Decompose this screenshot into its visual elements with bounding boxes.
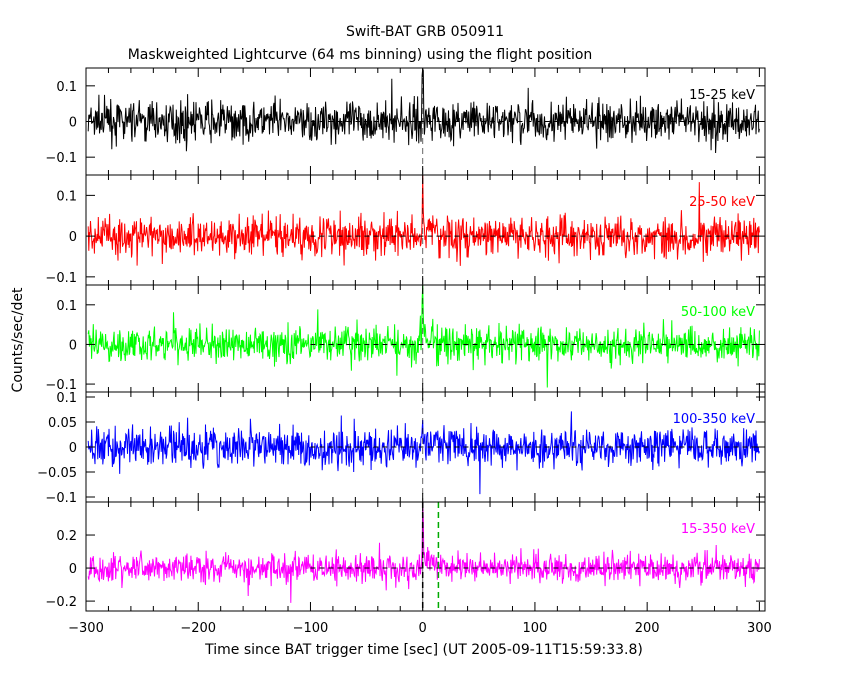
panel-frame-5 <box>85 501 766 612</box>
series-trace-1 <box>87 68 760 154</box>
y-tick-label: −0.1 <box>45 491 77 506</box>
y-tick-label: −0.1 <box>45 151 77 166</box>
x-tick-label: 100 <box>523 621 548 636</box>
y-tick-label: 0.1 <box>56 189 77 204</box>
panel-2: 0.1 0 −0.1 25-50 keV <box>45 174 766 286</box>
chart-title: Swift-BAT GRB 050911 <box>346 24 504 40</box>
y-tick-label: 0 <box>69 230 77 245</box>
band-label-3: 50-100 keV <box>681 305 755 320</box>
x-tick-label: −200 <box>180 621 216 636</box>
y-tick-label: 0.05 <box>48 416 77 431</box>
y-tick-label: −0.2 <box>45 595 77 610</box>
panel-1: 0.1 0 −0.1 15-25 keV <box>45 67 766 176</box>
band-label-1: 15-25 keV <box>689 88 755 103</box>
series-trace-4 <box>87 411 760 495</box>
x-tick-label: 300 <box>747 621 772 636</box>
y-tick-label: −0.05 <box>37 466 77 481</box>
series-trace-3 <box>87 284 760 388</box>
band-label-5: 15-350 keV <box>681 522 755 537</box>
y-tick-label: 0.2 <box>56 529 77 544</box>
series-trace-2 <box>87 174 760 266</box>
y-tick-label: −0.1 <box>45 378 77 393</box>
series-trace-5 <box>87 501 760 603</box>
panel-4: 0.1 0.05 0 −0.05 −0.1 100-350 keV <box>37 391 766 506</box>
panel-stack: 0.1 0 −0.1 15-25 keV 0.1 0 −0.1 25-50 keV 0.1 0 −0… <box>37 67 772 636</box>
x-tick-label: −300 <box>68 621 104 636</box>
y-tick-label: 0 <box>69 338 77 353</box>
x-axis-label: Time since BAT trigger time [sec] (UT 20… <box>204 642 643 658</box>
panel-5: 0.2 0 −0.2 15-350 keV <box>45 501 766 612</box>
y-axis-label: Counts/sec/det <box>10 287 26 392</box>
y-tick-label: 0.1 <box>56 299 77 314</box>
band-label-2: 25-50 keV <box>689 195 755 210</box>
y-tick-label: 0.1 <box>56 391 77 406</box>
y-tick-label: 0 <box>69 441 77 456</box>
y-tick-label: 0 <box>69 562 77 577</box>
band-label-4: 100-350 keV <box>673 412 756 427</box>
y-tick-label: 0 <box>69 116 77 131</box>
panel-3: 0.1 0 −0.1 50-100 keV <box>45 284 766 393</box>
y-tick-label: 0.1 <box>56 80 77 95</box>
y-tick-label: −0.1 <box>45 271 77 286</box>
x-tick-label: 0 <box>419 621 427 636</box>
x-tick-label: 200 <box>635 621 660 636</box>
chart-subtitle: Maskweighted Lightcurve (64 ms binning) … <box>128 47 593 63</box>
x-tick-label: −100 <box>293 621 329 636</box>
